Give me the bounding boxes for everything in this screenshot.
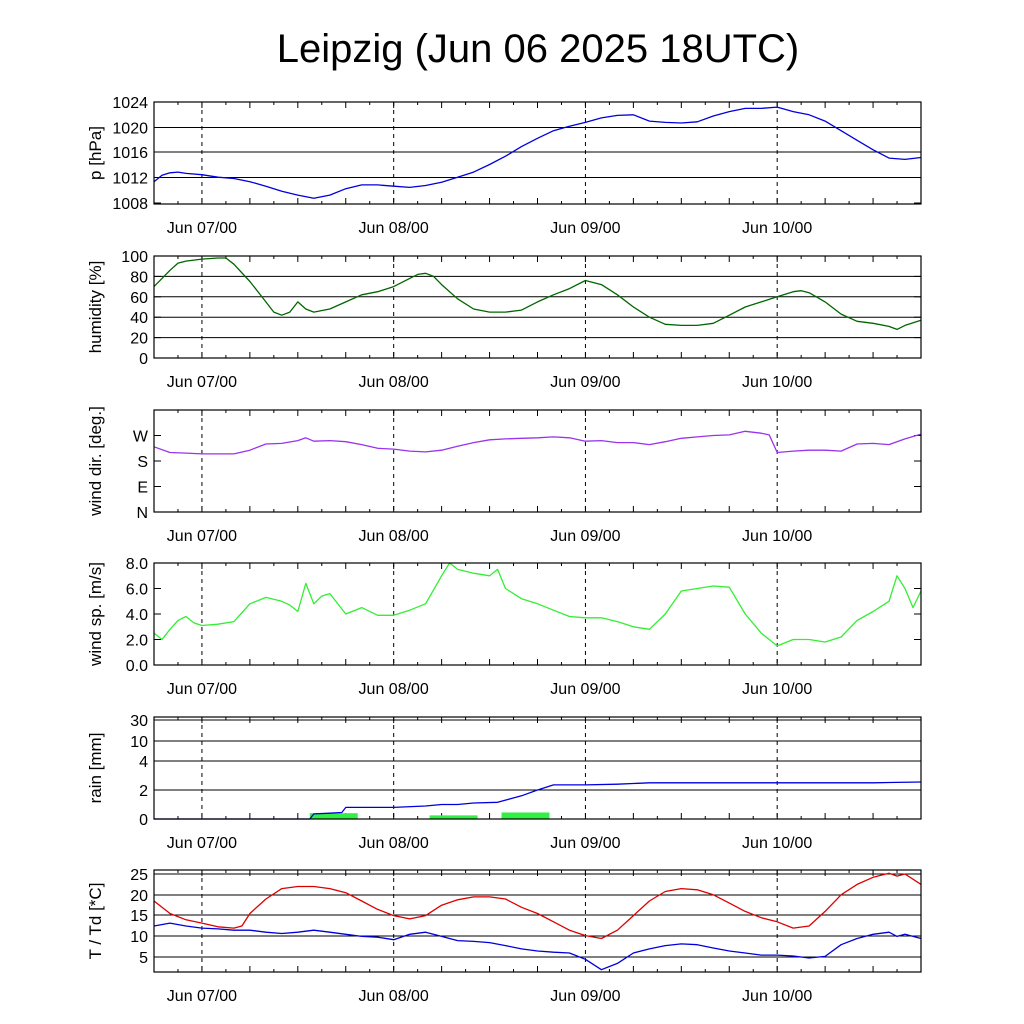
x-tick-label: Jun 09/00 [550, 988, 620, 1005]
y-axis-label: humidity [%] [86, 261, 105, 354]
y-tick-label: 40 [130, 310, 148, 327]
plot-frame [153, 409, 922, 513]
y-tick-label: 1012 [112, 171, 148, 188]
y-axis-label: rain [mm] [86, 733, 105, 804]
x-tick-label: Jun 07/00 [167, 835, 237, 852]
x-tick-label: Jun 10/00 [742, 988, 812, 1005]
x-tick-label: Jun 07/00 [167, 374, 237, 391]
x-tick-label: Jun 07/00 [167, 528, 237, 545]
panel-humidity: 0 20 40 60 80 100 Jun 07/00 Jun 08/00 Jun 09/00 J… [86, 249, 922, 391]
y-tick-label: 2 [139, 783, 148, 800]
y-tick-label: N [136, 505, 148, 522]
x-tick-label: Jun 08/00 [359, 835, 429, 852]
y-tick-label: 20 [130, 888, 148, 905]
y-tick-label: 2.0 [126, 633, 148, 650]
panel-wind_speed: 0.0 2.0 4.0 6.0 8.0 Jun 07/00 Jun 08/00 Jun 09/… [86, 556, 922, 698]
plot-frame [153, 716, 922, 820]
y-axis-label: wind sp. [m/s] [86, 562, 105, 667]
y-tick-label: 4.0 [126, 607, 148, 624]
y-tick-label: 5 [139, 950, 148, 967]
plot-frame [153, 562, 922, 666]
plot-frame [153, 101, 922, 205]
x-tick-label: Jun 09/00 [550, 835, 620, 852]
y-tick-label: S [137, 454, 148, 471]
series-line-2 [153, 922, 922, 971]
y-tick-label: 100 [121, 249, 148, 266]
x-tick-label: Jun 08/00 [359, 374, 429, 391]
y-tick-label: W [133, 429, 149, 446]
y-tick-label: 0.0 [126, 658, 148, 675]
x-tick-label: Jun 10/00 [742, 220, 812, 237]
y-tick-label: 1008 [112, 196, 148, 213]
series-line-1 [153, 106, 922, 199]
y-tick-label: 0 [139, 351, 148, 368]
x-tick-label: Jun 07/00 [167, 220, 237, 237]
y-tick-label: 80 [130, 269, 148, 286]
x-tick-label: Jun 08/00 [359, 681, 429, 698]
panel-pressure: 1008 1012 1016 1020 1024 Jun 07/00 Jun 08/00 Ju… [86, 95, 922, 237]
x-tick-label: Jun 08/00 [359, 220, 429, 237]
y-axis-label: T / Td [*C] [86, 883, 105, 960]
y-tick-label: 6.0 [126, 582, 148, 599]
plot-frame [153, 255, 922, 359]
y-tick-label: 1020 [112, 121, 148, 138]
plot-frame [153, 869, 922, 973]
x-tick-label: Jun 08/00 [359, 528, 429, 545]
y-tick-label: 10 [130, 734, 148, 751]
chart-title: Leipzig (Jun 06 2025 18UTC) [277, 27, 800, 71]
y-tick-label: 8.0 [126, 556, 148, 573]
series-line-1 [153, 562, 922, 647]
y-tick-label: 15 [130, 908, 148, 925]
x-tick-label: Jun 08/00 [359, 988, 429, 1005]
x-tick-label: Jun 10/00 [742, 681, 812, 698]
x-tick-label: Jun 10/00 [742, 835, 812, 852]
series-line-1 [153, 872, 922, 940]
y-tick-label: 20 [130, 331, 148, 348]
rain-bar [429, 815, 478, 819]
x-tick-label: Jun 09/00 [550, 528, 620, 545]
x-tick-label: Jun 09/00 [550, 220, 620, 237]
rain-bar [309, 813, 358, 819]
y-tick-label: 0 [139, 812, 148, 829]
y-tick-label: 60 [130, 290, 148, 307]
x-tick-label: Jun 09/00 [550, 681, 620, 698]
y-tick-label: 10 [130, 929, 148, 946]
y-tick-label: 30 [130, 713, 148, 730]
panel-rain: 0 2 4 10 30 Jun 07/00 Jun 08/00 Jun 09/00 Jun 10… [86, 713, 922, 852]
y-tick-label: E [137, 480, 148, 497]
y-tick-label: 25 [130, 867, 148, 884]
y-tick-label: 1016 [112, 145, 148, 162]
panel-temperature: 5 10 15 20 25 Jun 07/00 Jun 08/00 Jun 09/00 Jun … [86, 867, 922, 1005]
x-tick-label: Jun 07/00 [167, 988, 237, 1005]
x-tick-label: Jun 07/00 [167, 681, 237, 698]
rain-bar [501, 812, 550, 819]
x-tick-label: Jun 09/00 [550, 374, 620, 391]
x-tick-label: Jun 10/00 [742, 528, 812, 545]
series-line-1 [153, 257, 922, 331]
y-axis-label: p [hPa] [86, 126, 105, 180]
series-line-1 [154, 781, 922, 820]
x-tick-label: Jun 10/00 [742, 374, 812, 391]
y-tick-label: 4 [139, 754, 148, 771]
y-tick-label: 1024 [112, 95, 148, 112]
series-line-1 [153, 430, 922, 455]
y-axis-label: wind dir. [deg.] [86, 406, 105, 517]
